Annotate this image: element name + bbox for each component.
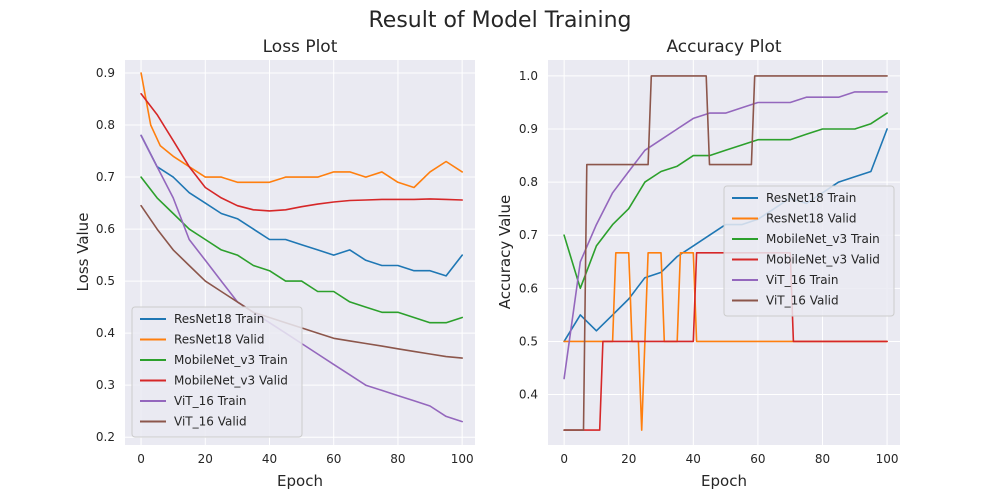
x-tick-label: 100 (876, 452, 899, 466)
series-line-resnet18-valid (563, 252, 888, 431)
x-tick-label: 80 (390, 452, 405, 466)
x-tick-label: 60 (750, 452, 765, 466)
legend-box (131, 306, 303, 438)
legend-label: ResNet18 Valid (766, 212, 857, 226)
y-tick-label: 0.6 (96, 222, 115, 236)
y-axis-label: Accuracy Value (496, 195, 514, 309)
series-line-mobilenet-v3-valid (563, 252, 888, 431)
legend-label: ResNet18 Train (766, 191, 856, 205)
y-tick-label: 0.5 (519, 334, 538, 348)
x-tick-label: 40 (262, 452, 277, 466)
y-tick-label: 0.2 (96, 430, 115, 444)
y-tick-label: 0.8 (96, 118, 115, 132)
y-tick-label: 0.8 (519, 175, 538, 189)
legend-label: MobileNet_v3 Valid (174, 374, 288, 388)
y-tick-label: 0.7 (96, 170, 115, 184)
legend: ResNet18 Train ResNet18 Valid MobileNet_v3… (131, 306, 303, 438)
x-tick-label: 80 (815, 452, 830, 466)
series-line-mobilenet-v3-valid (140, 93, 464, 212)
y-tick-label: 0.5 (96, 274, 115, 288)
y-tick-label: 0.7 (519, 228, 538, 242)
x-tick-label: 60 (326, 452, 341, 466)
y-tick-label: 0.3 (96, 378, 115, 392)
x-tick-label: 0 (137, 452, 145, 466)
legend-label: ViT_16 Train (174, 394, 247, 408)
legend-label: MobileNet_v3 Train (174, 353, 288, 367)
series-line-vit-16-valid (563, 75, 888, 431)
x-axis-label: Epoch (701, 472, 747, 490)
series-line-resnet18-valid (140, 72, 464, 189)
x-tick-label: 0 (560, 452, 568, 466)
legend-label: MobileNet_v3 Train (766, 232, 880, 246)
y-tick-label: 0.9 (96, 66, 115, 80)
legend-label: ViT_16 Train (766, 273, 839, 287)
figure-title: Result of Model Training (368, 8, 631, 33)
legend-label: ResNet18 Valid (174, 333, 265, 347)
series-line-resnet18-train (140, 134, 464, 277)
panel-title: Accuracy Plot (666, 37, 781, 57)
x-axis-label: Epoch (277, 472, 323, 490)
legend-label: ViT_16 Valid (174, 415, 247, 429)
accuracy-plot-panel: 0 20 40 60 80 100 0.4 0.5 0.6 0.7 0.8 0.9 1.0 Accura… (496, 37, 900, 490)
series-line-vit-16-train (563, 91, 888, 380)
series-lines (563, 75, 888, 431)
x-tick-label: 100 (451, 452, 474, 466)
loss-plot-panel: 0 20 40 60 80 100 0.2 0.3 0.4 0.5 0.6 0.7 0.8 0.9 Los… (74, 37, 475, 490)
legend-box (723, 185, 895, 317)
series-line-mobilenet-v3-train (140, 176, 464, 324)
y-tick-label: 0.9 (519, 122, 538, 136)
legend-label: ResNet18 Train (174, 312, 264, 326)
legend: ResNet18 Train ResNet18 Valid MobileNet_v3… (723, 185, 895, 317)
y-tick-label: 1.0 (519, 69, 538, 83)
x-tick-label: 40 (686, 452, 701, 466)
tick-labels: 0 20 40 60 80 100 0.4 0.5 0.6 0.7 0.8 0.9 1.0 (519, 69, 899, 466)
y-tick-label: 0.4 (96, 326, 115, 340)
tick-labels: 0 20 40 60 80 100 0.2 0.3 0.4 0.5 0.6 0.7 0.8 0.9 (96, 66, 474, 466)
x-tick-label: 20 (621, 452, 636, 466)
y-tick-label: 0.6 (519, 281, 538, 295)
panel-title: Loss Plot (263, 37, 338, 57)
series-line-mobilenet-v3-train (563, 112, 888, 290)
y-axis-label: Loss Value (74, 213, 92, 292)
legend-label: ViT_16 Valid (766, 294, 839, 308)
y-tick-label: 0.4 (519, 388, 538, 402)
legend-label: MobileNet_v3 Valid (766, 253, 880, 267)
x-tick-label: 20 (198, 452, 213, 466)
